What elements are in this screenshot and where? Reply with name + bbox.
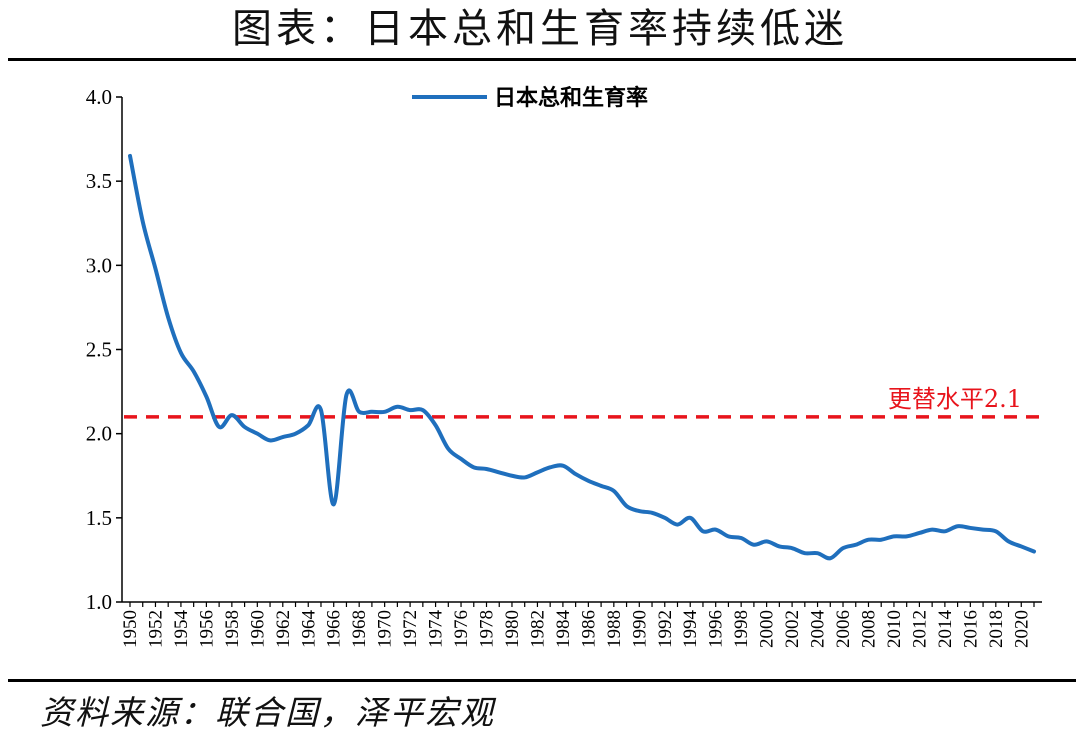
- x-tick-label: 1966: [324, 610, 345, 648]
- y-axis-ticks: 1.0 1.5 2.0 2.5 3.0 3.5 4.0: [86, 85, 122, 614]
- x-tick-label: 2000: [757, 610, 778, 648]
- x-tick-label: 1990: [629, 610, 650, 648]
- x-tick-label: 1992: [655, 610, 676, 648]
- source-divider: [8, 679, 1076, 682]
- y-tick-label: 1.0: [86, 590, 112, 614]
- x-tick-label: 1958: [222, 610, 243, 648]
- x-tick-label: 1984: [553, 610, 574, 649]
- x-tick-label: 1978: [477, 610, 498, 648]
- x-tick-label: 1972: [400, 610, 421, 648]
- y-tick-label: 3.0: [86, 253, 112, 277]
- x-tick-label: 2012: [909, 610, 930, 648]
- legend-label: 日本总和生育率: [494, 85, 648, 111]
- x-tick-label: 2004: [808, 610, 829, 649]
- x-tick-label: 1986: [578, 610, 599, 648]
- y-tick-label: 4.0: [86, 85, 112, 109]
- x-tick-label: 2016: [960, 610, 981, 648]
- axes: [121, 97, 1042, 603]
- x-tick-label: 1988: [604, 610, 625, 648]
- x-tick-label: 2014: [935, 610, 956, 649]
- y-tick-label: 2.0: [86, 422, 112, 446]
- x-tick-label: 1964: [298, 610, 319, 649]
- x-tick-label: 1968: [349, 610, 370, 648]
- x-tick-label: 1962: [273, 610, 294, 648]
- title-divider: [8, 58, 1076, 61]
- x-tick-label: 1970: [375, 610, 396, 648]
- y-tick-label: 1.5: [86, 506, 112, 530]
- chart-title: 图表：日本总和生育率持续低迷: [232, 6, 848, 52]
- source-note: 资料来源：联合国，泽平宏观: [40, 693, 495, 732]
- x-tick-label: 1952: [145, 610, 166, 648]
- series-layer: [128, 153, 1036, 561]
- x-tick-label: 2020: [1011, 610, 1032, 648]
- x-tick-label: 1982: [527, 610, 548, 648]
- x-tick-label: 1954: [171, 610, 192, 649]
- x-tick-label: 1974: [426, 610, 447, 649]
- series-line-0: [128, 153, 1036, 561]
- x-tick-label: 2008: [858, 610, 879, 648]
- x-tick-label: 1998: [731, 610, 752, 648]
- replacement-level-label: 更替水平2.1: [888, 385, 1022, 413]
- x-tick-label: 1950: [120, 610, 141, 648]
- x-tick-label: 2002: [782, 610, 803, 648]
- x-tick-label: 1996: [706, 610, 727, 648]
- x-tick-label: 1956: [196, 610, 217, 648]
- x-tick-label: 1994: [680, 610, 701, 649]
- x-tick-label: 2010: [884, 610, 905, 648]
- x-tick-label: 1980: [502, 610, 523, 648]
- y-tick-label: 2.5: [86, 338, 112, 362]
- x-tick-label: 1960: [247, 610, 268, 648]
- replacement-level-reference: 更替水平2.1: [124, 385, 1042, 419]
- x-axis-ticks: 1950 1952 1954 1956 1958 1960 1962 1964 1966 1968…: [120, 602, 1035, 649]
- y-tick-label: 3.5: [86, 169, 112, 193]
- x-tick-label: 1976: [451, 610, 472, 648]
- x-tick-label: 2018: [986, 610, 1007, 648]
- x-tick-label: 2006: [833, 610, 854, 648]
- legend: 日本总和生育率: [412, 85, 648, 111]
